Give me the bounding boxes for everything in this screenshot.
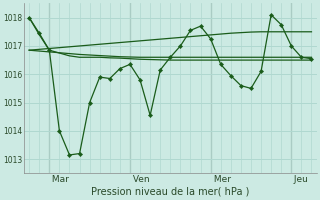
X-axis label: Pression niveau de la mer( hPa ): Pression niveau de la mer( hPa ) <box>91 187 250 197</box>
